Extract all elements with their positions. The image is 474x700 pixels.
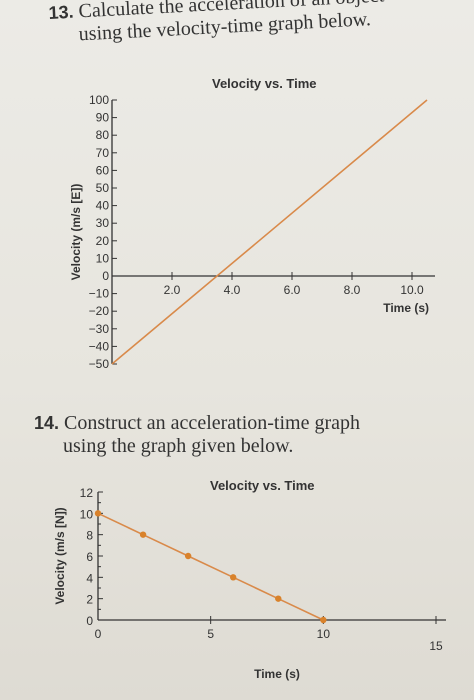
x-tick-label: 10.0 <box>400 283 424 297</box>
y-tick-label: 6 <box>86 550 93 564</box>
y-tick-label: 60 <box>96 163 110 177</box>
y-tick-label: −30 <box>89 322 110 336</box>
x-axis-label: Time (s) <box>254 667 300 681</box>
problem-14-line-2: using the graph given below. <box>63 435 294 457</box>
data-point <box>94 510 102 517</box>
x-tick-label: 8.0 <box>344 283 361 297</box>
y-tick-label: 2 <box>86 593 93 607</box>
x-tick-label: 6.0 <box>284 283 301 297</box>
problem-14-line-1: Construct an acceleration-time graph <box>64 412 361 434</box>
y-tick-label: 70 <box>96 146 110 160</box>
data-point <box>320 616 327 624</box>
y-tick-label: 10 <box>96 251 110 265</box>
series-line <box>97 512 324 621</box>
y-tick-label: −50 <box>89 357 110 371</box>
problem-14: 14. Construct an acceleration-time graph… <box>34 412 444 458</box>
x-tick-label: 5 <box>207 627 214 641</box>
problem-14-number: 14. <box>34 413 60 433</box>
y-tick-label: 40 <box>96 199 110 213</box>
y-tick-label: 50 <box>96 181 110 195</box>
y-tick-label: 8 <box>86 529 93 543</box>
y-tick-label: 100 <box>89 93 109 107</box>
y-tick-label: 80 <box>96 128 110 142</box>
data-point <box>184 552 192 560</box>
x-tick-label: 0 <box>95 627 102 641</box>
chart-2-title: Velocity vs. Time <box>210 478 315 493</box>
y-axis-label: Velocity (m/s [E]) <box>69 184 83 281</box>
y-tick-label: 20 <box>96 234 110 248</box>
chart-1-title: Velocity vs. Time <box>212 76 317 91</box>
x-axis-label: Time (s) <box>383 301 429 315</box>
y-tick-label: 10 <box>80 507 94 521</box>
data-point <box>139 531 147 538</box>
chart-1-velocity-time: 1009080706050403020100−10−20−30−40−502.0… <box>69 93 435 371</box>
y-tick-label: 12 <box>80 486 94 500</box>
y-tick-label: 0 <box>102 269 109 283</box>
y-tick-label: 30 <box>96 216 110 230</box>
x-tick-label: 15 <box>429 639 443 653</box>
data-point <box>275 595 282 602</box>
y-tick-label: −40 <box>89 339 110 353</box>
data-point <box>230 574 237 581</box>
y-tick-label: −10 <box>89 287 110 301</box>
series-line <box>111 99 428 365</box>
y-tick-label: 0 <box>86 614 93 628</box>
x-tick-label: 10 <box>317 627 331 641</box>
y-tick-label: 4 <box>86 571 93 585</box>
x-tick-label: 2.0 <box>164 283 181 297</box>
y-tick-label: −20 <box>89 304 110 318</box>
y-tick-label: 90 <box>96 111 110 125</box>
y-axis-label: Velocity (m/s [N]) <box>53 507 67 604</box>
x-tick-label: 4.0 <box>224 283 241 297</box>
